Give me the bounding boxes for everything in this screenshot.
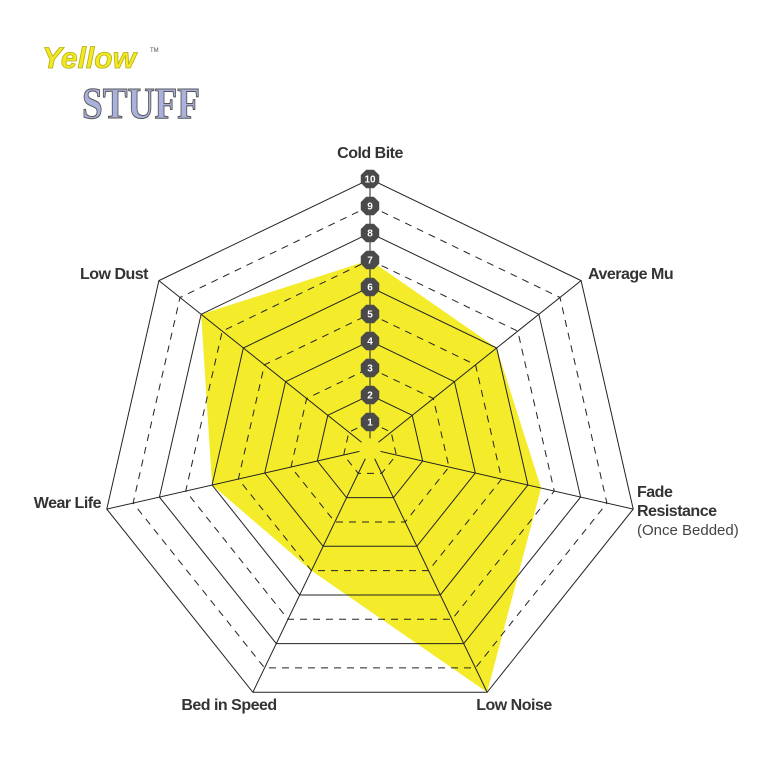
grid-ring-10 (106, 178, 634, 693)
axis-spoke-3 (374, 458, 488, 693)
tick-badge-9 (360, 196, 380, 216)
grid-ring-6 (211, 286, 529, 596)
svg-text:STUFF: STUFF (82, 79, 200, 128)
tick-label-10: 10 (364, 175, 376, 186)
tick-badge-7 (360, 250, 380, 270)
tick-badge-2 (360, 385, 380, 405)
axis-spoke-5 (106, 450, 360, 510)
axis-spoke-4 (252, 458, 366, 693)
axis-spoke-2 (380, 450, 634, 510)
tick-badge-10 (360, 169, 380, 189)
tick-badge-5 (360, 304, 380, 324)
grid-ring-2 (316, 394, 424, 499)
axis-sublabel: (Once Bedded) (637, 522, 739, 539)
data-area (201, 260, 542, 693)
tick-badge-1 (360, 412, 380, 432)
axis-spoke-6 (158, 280, 362, 443)
axis-label-low-dust: Low Dust (80, 266, 149, 283)
tick-badge-8 (360, 223, 380, 243)
tick-label-2: 2 (367, 391, 373, 402)
grid-ring-1 (343, 421, 397, 474)
axis-label-low-noise: Low Noise (476, 697, 552, 714)
tick-badge-4 (360, 331, 380, 351)
grid-ring-4 (264, 340, 476, 547)
axis-label-average-mu: Average Mu (588, 266, 673, 283)
tick-label-1: 1 (367, 418, 373, 429)
tick-label-3: 3 (367, 364, 373, 375)
axis-label-bed-in-speed: Bed in Speed (181, 697, 276, 714)
yellow-stuff-logo: Yellow TM STUFF (42, 42, 201, 128)
axis-label-wear-life: Wear Life (34, 495, 102, 512)
tick-label-4: 4 (367, 337, 373, 348)
axis-label-fade: Fade (637, 484, 673, 501)
grid-ring-3 (290, 367, 450, 523)
grid-ring-5 (237, 313, 503, 572)
grid-ring-7 (185, 259, 555, 620)
svg-text:TM: TM (150, 48, 159, 54)
grid-ring-8 (158, 232, 582, 645)
tick-label-7: 7 (367, 256, 373, 267)
axis-label-resistance: Resistance (637, 503, 717, 520)
tick-label-5: 5 (367, 310, 373, 321)
tick-badge-6 (360, 277, 380, 297)
axis-spoke-1 (378, 280, 582, 443)
tick-label-8: 8 (367, 229, 373, 240)
tick-label-6: 6 (367, 283, 373, 294)
axis-label-cold-bite: Cold Bite (337, 145, 403, 162)
tick-badge-3 (360, 358, 380, 378)
tick-label-9: 9 (367, 202, 373, 213)
svg-text:Yellow: Yellow (42, 42, 138, 75)
